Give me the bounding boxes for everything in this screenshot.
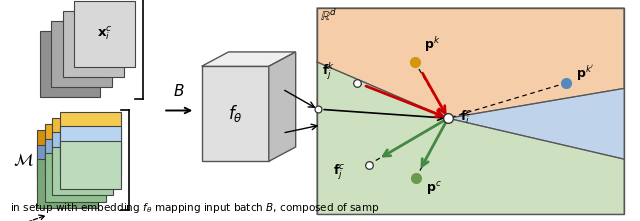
Text: $\mathbf{p}^k$: $\mathbf{p}^k$	[424, 35, 441, 54]
Bar	[52, 118, 113, 167]
Bar	[74, 1, 135, 67]
Bar	[45, 139, 106, 187]
Text: $B$: $B$	[173, 83, 185, 99]
Text: $\mathbf{f}_j^c$: $\mathbf{f}_j^c$	[333, 163, 346, 182]
Text: $\mathbf{x}_i^c$: $\mathbf{x}_i^c$	[97, 24, 113, 42]
Bar	[52, 147, 113, 195]
Bar	[37, 145, 98, 193]
Text: $\mathbf{f}_j^k$: $\mathbf{f}_j^k$	[322, 60, 335, 82]
Bar	[40, 31, 100, 97]
Text: in setup with embedding $f_\theta$ mapping input batch $B$, composed of samp: in setup with embedding $f_\theta$ mappi…	[10, 202, 379, 215]
Polygon shape	[202, 66, 269, 161]
Bar	[60, 141, 121, 189]
Bar	[45, 153, 106, 202]
Bar	[45, 124, 106, 173]
Text: $\mathbb{R}^d$: $\mathbb{R}^d$	[320, 8, 337, 24]
Text: $\mathbf{p}^{k'}$: $\mathbf{p}^{k'}$	[576, 64, 595, 84]
Bar	[52, 132, 113, 181]
Bar	[37, 159, 98, 208]
Text: $\mathcal{M}$: $\mathcal{M}$	[13, 152, 33, 169]
Polygon shape	[317, 62, 624, 214]
Bar	[60, 112, 121, 160]
Text: $\mathbf{p}^c$: $\mathbf{p}^c$	[426, 180, 442, 197]
Bar	[60, 126, 121, 175]
Bar	[51, 21, 112, 87]
Text: $f_\theta$: $f_\theta$	[228, 103, 243, 124]
Bar	[63, 11, 124, 77]
Polygon shape	[448, 8, 624, 214]
Bar	[37, 130, 98, 179]
Polygon shape	[269, 52, 296, 161]
Polygon shape	[317, 8, 624, 118]
Text: $\mathbf{f}_i^c$: $\mathbf{f}_i^c$	[460, 108, 472, 126]
Polygon shape	[202, 52, 296, 66]
